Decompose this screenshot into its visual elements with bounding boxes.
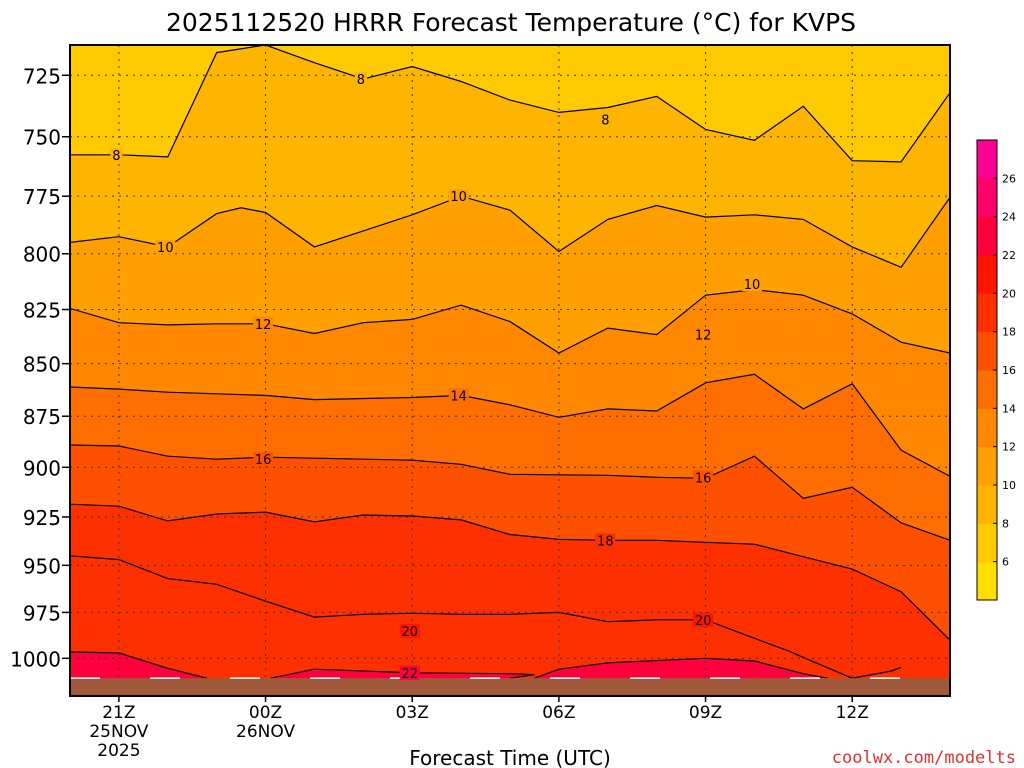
contour-labels: 8 8 8 10 10 10 12 12 14 16 16 18 20 20 22 bbox=[110, 72, 762, 682]
colorbar-label: 10 bbox=[1002, 479, 1016, 492]
y-tick-label: 775 bbox=[23, 185, 61, 209]
contour-line-22 bbox=[270, 668, 535, 679]
contour-label-8: 8 bbox=[112, 149, 120, 164]
y-tick-label: 1000 bbox=[10, 647, 61, 671]
contour-label-bg bbox=[742, 277, 762, 292]
colorbar-swatch bbox=[977, 178, 997, 218]
contour-label-bg bbox=[253, 316, 274, 331]
contour-line-8 bbox=[70, 45, 950, 163]
colorbar-label: 6 bbox=[1002, 556, 1009, 569]
contour-lines bbox=[70, 45, 950, 679]
temperature-bands bbox=[70, 45, 950, 696]
contour-label-20: 20 bbox=[695, 614, 712, 629]
contour-label-10: 10 bbox=[450, 190, 467, 205]
y-tick-label: 750 bbox=[23, 126, 61, 150]
contour-label-8: 8 bbox=[601, 114, 609, 129]
contour-label-bg bbox=[693, 612, 714, 627]
contour-label-14: 14 bbox=[450, 389, 467, 404]
colorbar-label: 8 bbox=[1002, 517, 1009, 530]
x-axis-label: Forecast Time (UTC) bbox=[409, 746, 611, 768]
colorbar-label: 26 bbox=[1002, 172, 1016, 185]
colorbar-label: 20 bbox=[1002, 287, 1016, 300]
x-tick-label: 03Z bbox=[396, 703, 429, 723]
contour-label-bg bbox=[693, 327, 714, 342]
colorbar-label: 14 bbox=[1002, 402, 1016, 415]
y-axis: 725 750 775 800 825 850 875 900 925 950 975 1000 bbox=[10, 64, 70, 671]
colorbar-swatch bbox=[977, 523, 997, 563]
contour-label-20: 20 bbox=[402, 625, 419, 640]
contour-label-8: 8 bbox=[357, 73, 365, 88]
colorbar-swatch bbox=[977, 561, 997, 601]
y-tick-label: 800 bbox=[23, 243, 61, 267]
contour-label-10: 10 bbox=[157, 241, 174, 256]
x-tick-label: 2025 bbox=[97, 741, 140, 761]
x-tick-label: 00Z bbox=[249, 703, 282, 723]
y-tick-label: 900 bbox=[23, 456, 61, 480]
contour-label-10: 10 bbox=[744, 278, 761, 293]
x-tick-label: 09Z bbox=[689, 703, 722, 723]
contour-label-bg bbox=[599, 112, 612, 127]
contour-label-bg bbox=[693, 470, 714, 485]
contour-label-bg bbox=[253, 452, 274, 467]
colorbar-label: 12 bbox=[1002, 441, 1016, 454]
y-tick-label: 825 bbox=[23, 299, 61, 323]
colorbar-label: 16 bbox=[1002, 364, 1016, 377]
contour-line-16 bbox=[70, 444, 950, 541]
contour-line-18 bbox=[70, 503, 950, 641]
colorbar-label: 22 bbox=[1002, 249, 1016, 262]
x-tick-label: 12Z bbox=[836, 703, 869, 723]
band-above-18 bbox=[70, 504, 950, 696]
x-tick-label: 21Z bbox=[102, 703, 135, 723]
y-tick-label: 950 bbox=[23, 554, 61, 578]
colorbar: 6 8 10 12 14 16 18 20 22 24 26 bbox=[976, 139, 1016, 601]
colorbar-label: 18 bbox=[1002, 326, 1016, 339]
contour-line-20 bbox=[70, 555, 902, 679]
y-tick-label: 975 bbox=[23, 601, 61, 625]
plot-area bbox=[70, 45, 950, 696]
colorbar-swatch bbox=[977, 370, 997, 409]
contour-label-22: 22 bbox=[402, 667, 419, 682]
plot-frame bbox=[69, 44, 951, 697]
y-tick-label: 725 bbox=[23, 64, 61, 88]
x-tick-label: 25NOV bbox=[89, 722, 148, 742]
contour-label-18: 18 bbox=[597, 534, 614, 549]
colorbar-swatch bbox=[977, 408, 997, 448]
colorbar-swatch bbox=[977, 293, 997, 333]
chart-title: 2025112520 HRRR Forecast Temperature (°C… bbox=[166, 8, 856, 37]
contour-line-12 bbox=[70, 288, 950, 354]
ground-layer bbox=[70, 677, 950, 696]
ground-surface bbox=[70, 678, 950, 696]
y-tick-label: 850 bbox=[23, 353, 61, 377]
contour-label-bg bbox=[110, 147, 123, 162]
contour-label-bg bbox=[448, 189, 469, 204]
contour-label-bg bbox=[595, 533, 616, 548]
watermark-link[interactable]: coolwx.com/modelts bbox=[832, 748, 1016, 768]
colorbar-swatch bbox=[977, 255, 997, 294]
colorbar-swatch bbox=[977, 216, 997, 256]
contour-label-bg bbox=[399, 623, 420, 638]
contour-label-bg bbox=[155, 239, 176, 254]
x-tick-label: 26NOV bbox=[236, 722, 295, 742]
contour-label-16: 16 bbox=[695, 471, 712, 486]
contour-label-bg bbox=[354, 72, 367, 87]
contour-label-12: 12 bbox=[695, 329, 712, 344]
contour-label-bg bbox=[399, 665, 420, 680]
y-tick-label: 925 bbox=[23, 506, 61, 530]
contour-line-22 bbox=[70, 651, 208, 679]
contour-label-12: 12 bbox=[255, 318, 272, 333]
colorbar-label: 24 bbox=[1002, 211, 1016, 224]
contour-line-10 bbox=[70, 195, 950, 269]
y-tick-label: 875 bbox=[23, 405, 61, 429]
x-tick-label: 06Z bbox=[542, 703, 575, 723]
colorbar-swatch bbox=[977, 331, 997, 371]
contour-label-bg bbox=[448, 388, 469, 403]
contour-label-16: 16 bbox=[255, 453, 272, 468]
colorbar-swatch bbox=[977, 140, 997, 179]
colorbar-swatch bbox=[977, 446, 997, 486]
colorbar-swatch bbox=[977, 485, 997, 524]
